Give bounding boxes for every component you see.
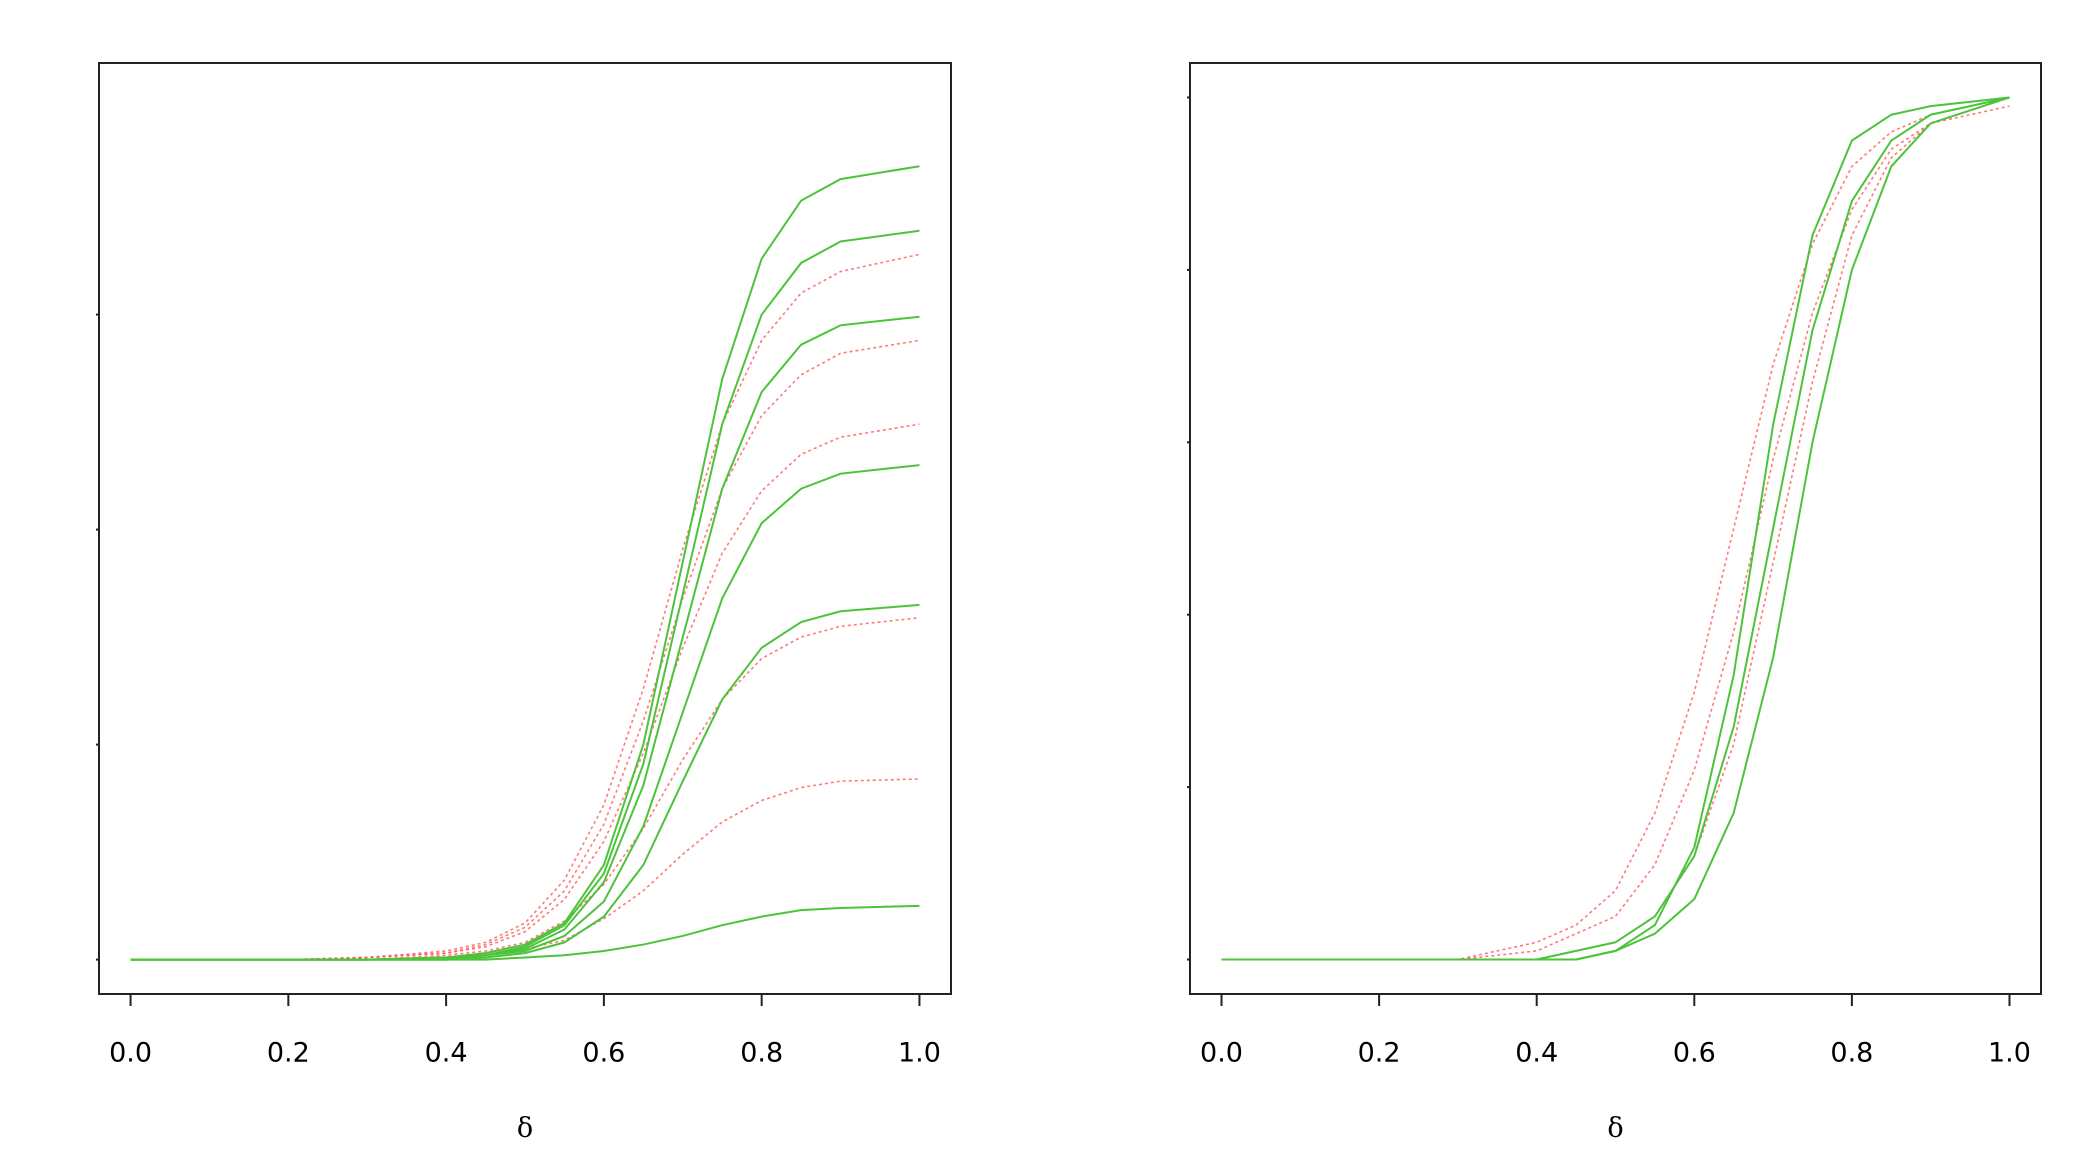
x-tick-label: 0.8 [740,1038,783,1069]
curve [130,616,920,961]
curve [1221,96,2010,961]
x-tick-label: 0.0 [109,1038,152,1069]
curve [1221,96,2010,961]
x-tick-label: 0.0 [1200,1038,1243,1069]
curve [130,778,920,961]
plot-frame [1189,62,2042,995]
plot-frame [98,62,952,995]
panel: 0.0 0.2 0.4 0.6 0.8 1.0 δ [96,62,952,1144]
curve [130,229,920,961]
x-tick-label: 1.0 [1988,1038,2031,1069]
curve [130,165,920,961]
x-axis-label: δ [1607,1113,1623,1144]
curve [130,464,920,961]
curve [130,253,920,961]
x-tick-label: 0.8 [1830,1038,1873,1069]
curve [130,603,920,961]
curve [1221,96,2010,961]
curve [1221,96,2010,961]
panel: 0.0 0.2 0.4 0.6 0.8 1.0 δ [1187,62,2042,1144]
curve [1221,105,2010,961]
curve [130,339,920,961]
x-tick-label: 0.2 [1358,1038,1401,1069]
curve [130,423,920,961]
x-tick-label: 0.2 [267,1038,310,1069]
curve [130,904,920,961]
curve [1221,96,2010,961]
x-tick-label: 1.0 [898,1038,941,1069]
x-tick-label: 0.4 [425,1038,468,1069]
x-axis-label: δ [517,1113,533,1144]
x-tick-label: 0.6 [1673,1038,1716,1069]
x-tick-label: 0.4 [1515,1038,1558,1069]
x-tick-label: 0.6 [582,1038,625,1069]
curve [130,315,920,961]
